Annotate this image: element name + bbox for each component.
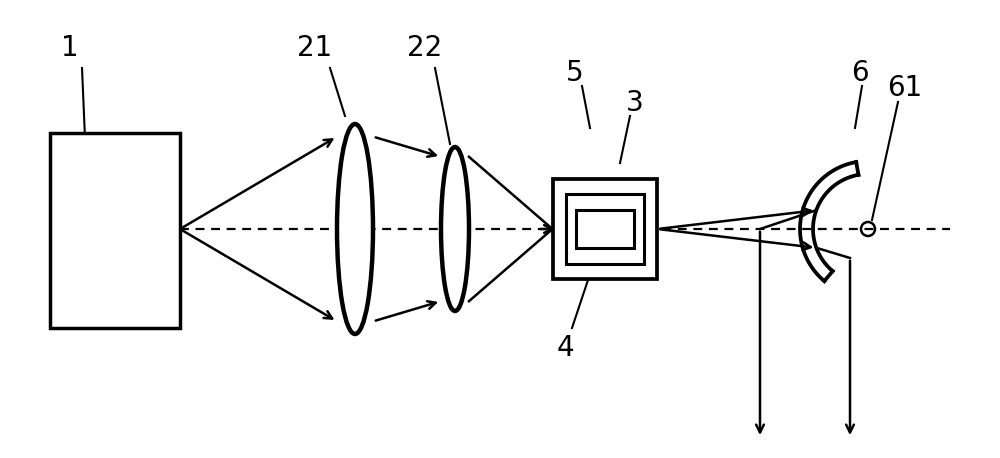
FancyBboxPatch shape bbox=[50, 133, 180, 328]
Text: 21: 21 bbox=[297, 34, 333, 62]
Text: 22: 22 bbox=[407, 34, 443, 62]
FancyBboxPatch shape bbox=[552, 179, 657, 279]
Text: 5: 5 bbox=[566, 59, 584, 87]
Text: 6: 6 bbox=[851, 59, 869, 87]
Ellipse shape bbox=[337, 124, 373, 334]
FancyBboxPatch shape bbox=[566, 194, 644, 264]
FancyBboxPatch shape bbox=[576, 210, 634, 248]
Text: 1: 1 bbox=[61, 34, 79, 62]
Text: 4: 4 bbox=[556, 334, 574, 362]
Text: 61: 61 bbox=[887, 74, 923, 102]
Text: 3: 3 bbox=[626, 89, 644, 117]
Ellipse shape bbox=[441, 147, 469, 311]
